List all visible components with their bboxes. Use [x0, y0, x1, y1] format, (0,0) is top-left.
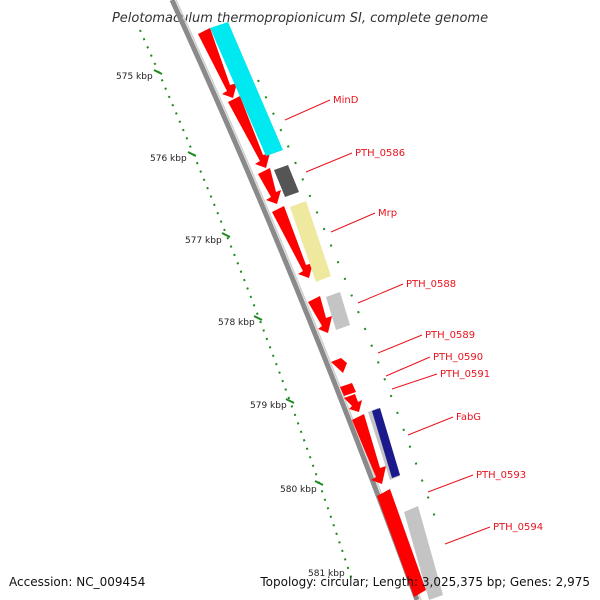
label-leader: [385, 356, 431, 377]
label-leader: [284, 99, 331, 121]
kbp-tick: [153, 69, 163, 75]
cog-band-navy: [372, 408, 400, 478]
gene-label-pth-0590[interactable]: PTH_0590: [433, 352, 483, 363]
kbp-label: 579 kbp: [250, 401, 287, 411]
kbp-tick: [221, 232, 231, 238]
outer-ruler-line: [257, 79, 437, 521]
gene-arrow[interactable]: [308, 296, 332, 333]
kbp-tick: [253, 315, 263, 321]
cog-band-dark: [274, 165, 299, 197]
label-leader: [391, 373, 438, 390]
gene-label-fabg[interactable]: FabG: [456, 412, 481, 423]
label-leader: [330, 212, 376, 233]
gene-label-pth-0586[interactable]: PTH_0586: [355, 148, 405, 159]
label-leader: [305, 152, 353, 173]
cog-band-cyan: [210, 22, 283, 156]
kbp-label: 580 kbp: [280, 485, 317, 495]
kbp-tick: [285, 398, 295, 404]
gene-label-pth-0591[interactable]: PTH_0591: [440, 369, 490, 380]
label-leader: [357, 283, 404, 304]
cog-band-light: [404, 506, 443, 600]
kbp-label: 581 kbp: [308, 569, 345, 579]
gene-arrow[interactable]: [228, 96, 270, 168]
kbp-label: 575 kbp: [116, 72, 153, 82]
label-leader: [377, 334, 423, 354]
kbp-label: 577 kbp: [185, 236, 222, 246]
gene-arrow[interactable]: [377, 489, 426, 597]
cog-band-light: [326, 292, 350, 330]
map-title: Pelotomaculum thermopropionicum SI, comp…: [112, 11, 488, 26]
gene-label-pth-0588[interactable]: PTH_0588: [406, 279, 456, 290]
gene-arrow[interactable]: [340, 383, 356, 396]
gene-label-mrp[interactable]: Mrp: [378, 208, 397, 219]
label-leader: [407, 416, 454, 436]
topology-text: Topology: circular; Length: 3,025,375 bp…: [259, 575, 590, 589]
gene-arrow[interactable]: [272, 206, 313, 278]
gene-arrow[interactable]: [344, 394, 362, 412]
gene-arrow[interactable]: [331, 358, 347, 373]
gene-arrow[interactable]: [258, 168, 281, 204]
gene-label-pth-0593[interactable]: PTH_0593: [476, 470, 526, 481]
cog-band-yellow: [290, 201, 331, 282]
label-leader: [444, 526, 491, 545]
gene-label-mind[interactable]: MinD: [333, 95, 359, 106]
gene-label-pth-0594[interactable]: PTH_0594: [493, 522, 543, 533]
accession-text: Accession: NC_009454: [9, 575, 145, 589]
kbp-tick: [314, 480, 324, 486]
ruler-line: [139, 29, 353, 581]
label-leader: [427, 474, 474, 493]
kbp-label: 576 kbp: [150, 154, 187, 164]
gene-arrow[interactable]: [352, 414, 386, 484]
gene-label-pth-0589[interactable]: PTH_0589: [425, 330, 475, 341]
kbp-label: 578 kbp: [218, 318, 255, 328]
genome-backbone: [169, 0, 420, 600]
kbp-tick: [187, 151, 197, 157]
gene-arrow[interactable]: [198, 28, 237, 98]
